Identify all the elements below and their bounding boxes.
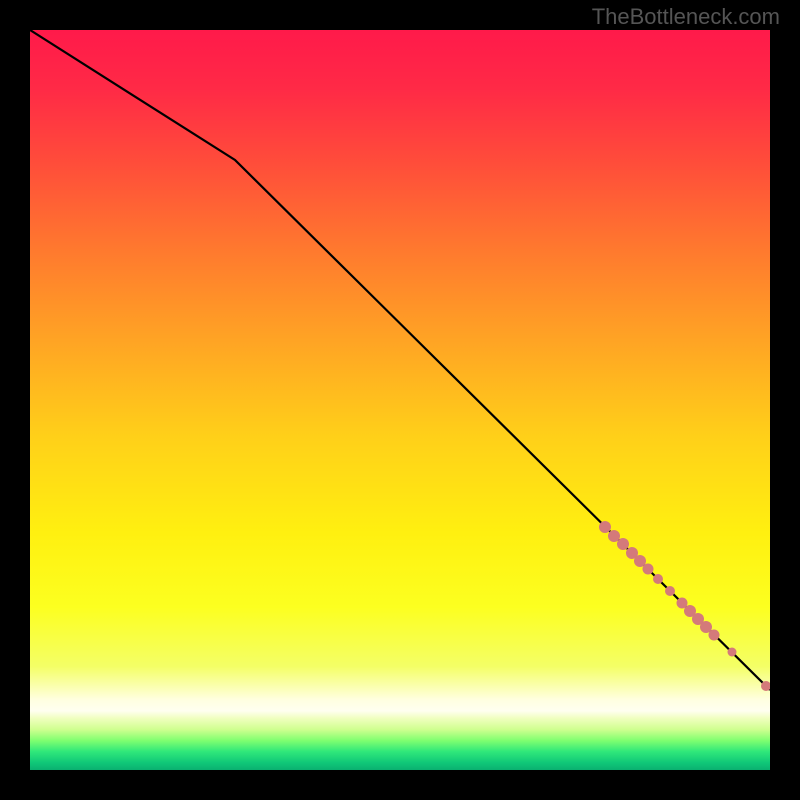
chart-marker <box>728 648 737 657</box>
chart-marker <box>617 538 629 550</box>
chart-marker <box>653 574 663 584</box>
chart-background <box>30 30 770 770</box>
chart-marker <box>665 586 675 596</box>
chart-marker <box>608 530 620 542</box>
chart-marker <box>643 564 654 575</box>
chart-marker <box>709 630 720 641</box>
chart-svg <box>30 30 770 770</box>
chart-container <box>30 30 770 770</box>
watermark-text: TheBottleneck.com <box>592 4 780 30</box>
chart-marker <box>599 521 611 533</box>
